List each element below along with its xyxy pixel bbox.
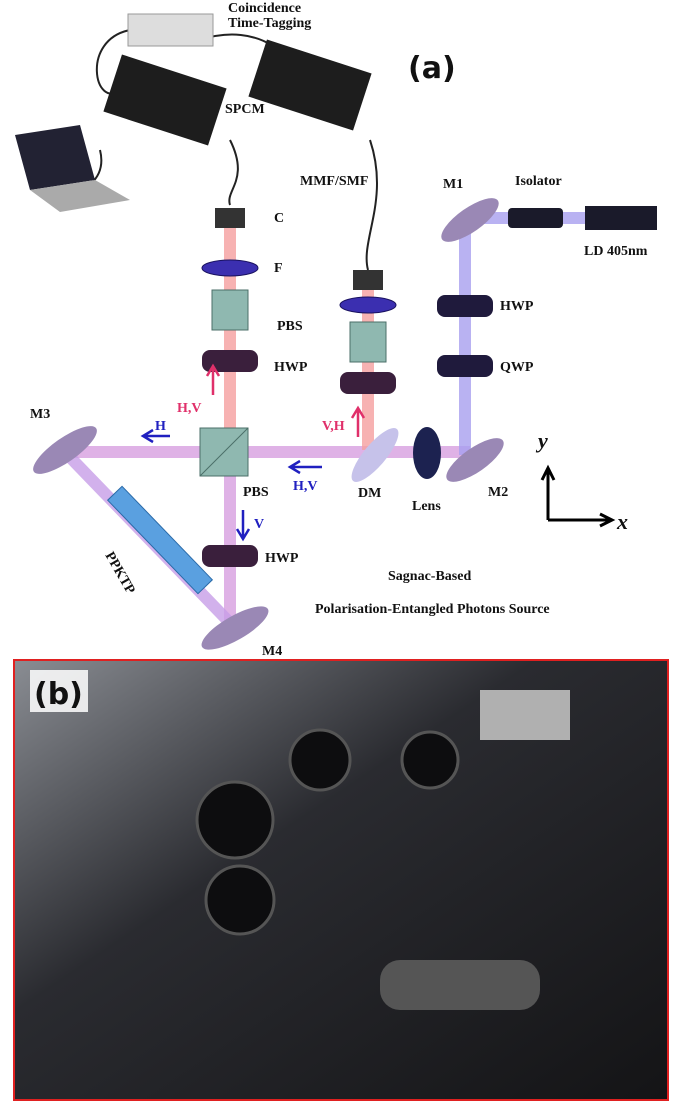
- axis-label: y: [535, 428, 548, 453]
- label: H: [155, 419, 166, 434]
- label: Lens: [412, 499, 441, 514]
- tagger: [128, 14, 213, 46]
- axis-label: x: [616, 509, 628, 534]
- figure: Coincidence Time-Tagging (a) SPCM MMF/SM…: [0, 0, 683, 1104]
- label: C: [274, 211, 284, 226]
- filter: [202, 260, 258, 276]
- label: HWP: [500, 299, 534, 314]
- panel-b: (b): [14, 660, 668, 1100]
- photo-laser: [480, 690, 570, 740]
- panel-label: (a): [408, 51, 456, 86]
- hwp: [202, 545, 258, 567]
- label: H,V: [293, 479, 318, 494]
- qwp: [437, 355, 493, 377]
- spcm-device: [248, 39, 371, 130]
- filter: [340, 297, 396, 313]
- collimator: [353, 270, 383, 290]
- photo-mount: [290, 730, 350, 790]
- label: MMF/SMF: [300, 174, 368, 189]
- mirror: [440, 431, 509, 490]
- label: HWP: [274, 360, 308, 375]
- label: Isolator: [515, 174, 562, 189]
- photo-mount: [402, 732, 458, 788]
- label: M2: [488, 485, 508, 500]
- pbs: [350, 322, 386, 362]
- hwp: [340, 372, 396, 394]
- panel-a: Coincidence Time-Tagging (a) SPCM MMF/SM…: [15, 1, 657, 659]
- label: HWP: [265, 551, 299, 566]
- label: DM: [358, 486, 381, 501]
- arrow: [290, 461, 322, 473]
- label: PBS: [243, 485, 269, 500]
- label: M4: [262, 644, 282, 659]
- pbs: [212, 290, 248, 330]
- label: PPKTP: [102, 550, 138, 598]
- laser: [585, 206, 657, 230]
- collimator: [215, 208, 245, 228]
- label: M3: [30, 407, 50, 422]
- arrow: [237, 510, 249, 539]
- label: V: [254, 517, 264, 532]
- label: M1: [443, 177, 463, 192]
- isolator: [508, 208, 563, 228]
- lens: [413, 427, 441, 479]
- photo-mount: [206, 866, 274, 934]
- label: V,H: [322, 419, 345, 434]
- label: SPCM: [225, 102, 265, 117]
- photo-base: [380, 960, 540, 1010]
- label: QWP: [500, 360, 534, 375]
- panel-label: (b): [34, 677, 83, 712]
- caption: Sagnac-Based: [388, 569, 471, 584]
- caption: Polarisation-Entangled Photons Source: [315, 602, 550, 617]
- hwp: [437, 295, 493, 317]
- label: PBS: [277, 319, 303, 334]
- label: LD 405nm: [584, 244, 648, 259]
- label: Time-Tagging: [228, 16, 311, 31]
- axes-arrow: [542, 468, 612, 526]
- label: H,V: [177, 401, 202, 416]
- spcm-device: [103, 54, 226, 145]
- label: F: [274, 261, 283, 276]
- label: Coincidence: [228, 1, 301, 16]
- photo-mount: [197, 782, 273, 858]
- laptop: [15, 125, 95, 190]
